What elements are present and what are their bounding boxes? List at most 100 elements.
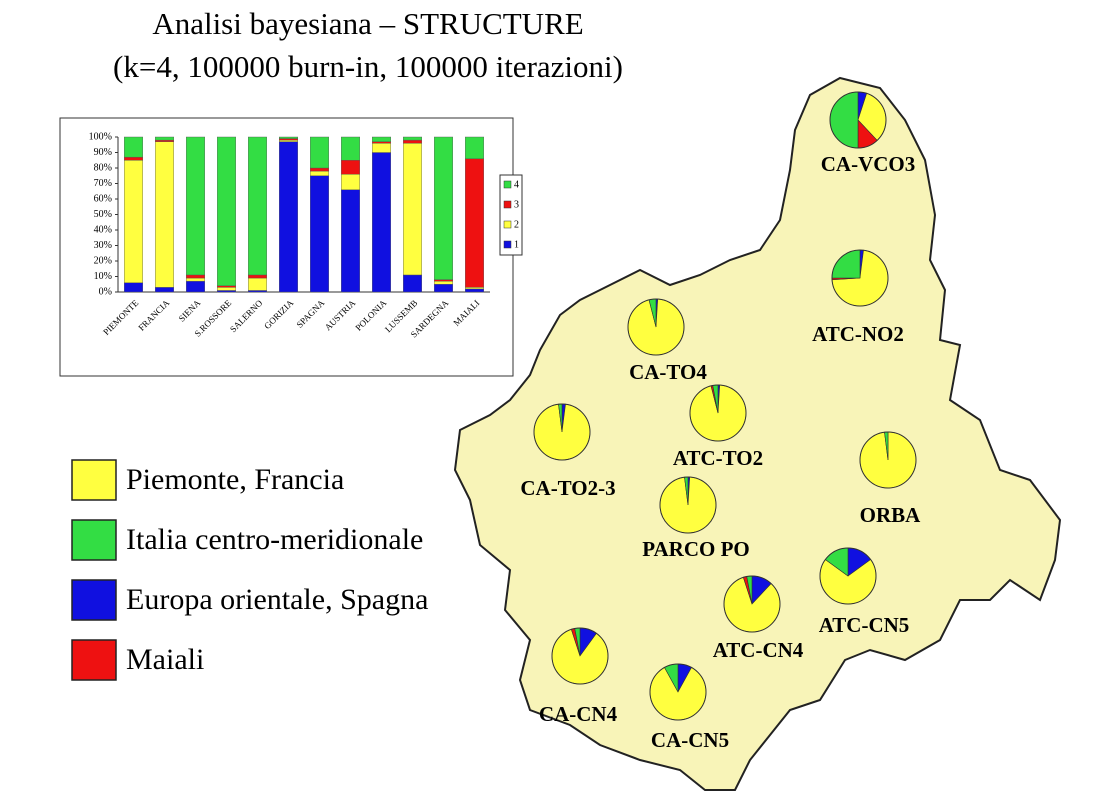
bar-segment bbox=[247, 136, 267, 276]
bar-segment bbox=[123, 156, 143, 161]
pie-outline bbox=[689, 384, 747, 442]
subtitle: (k=4, 100000 burn-in, 100000 iterazioni) bbox=[113, 49, 623, 84]
bar-segment bbox=[279, 141, 299, 293]
y-tick-label: 40% bbox=[94, 224, 112, 235]
bar-segment bbox=[372, 152, 392, 293]
pie-label: CA-VCO3 bbox=[821, 152, 916, 176]
bar-segment bbox=[123, 136, 143, 158]
bar-segment bbox=[372, 141, 392, 144]
bar-segment bbox=[216, 290, 236, 293]
y-tick-label: 100% bbox=[89, 131, 112, 142]
y-tick-label: 20% bbox=[94, 255, 112, 266]
pie-outline bbox=[649, 663, 707, 721]
legend-swatch bbox=[503, 240, 512, 249]
bar-segment bbox=[154, 287, 174, 293]
pie-label: ORBA bbox=[860, 503, 922, 527]
bar-segment bbox=[185, 280, 205, 293]
bar-segment bbox=[341, 189, 361, 293]
bar-legend-frame bbox=[499, 174, 523, 256]
bar-segment bbox=[403, 139, 423, 144]
legend-swatch bbox=[71, 579, 117, 621]
legend-swatch bbox=[503, 200, 512, 209]
bar-segment bbox=[279, 139, 299, 142]
bar-segment bbox=[403, 274, 423, 293]
pie-outline bbox=[819, 547, 877, 605]
legend-label: 2 bbox=[514, 219, 519, 230]
bar-segment bbox=[154, 139, 174, 142]
y-tick-label: 80% bbox=[94, 162, 112, 173]
bar-segment bbox=[372, 142, 392, 153]
legend-label: Italia centro-meridionale bbox=[126, 523, 423, 556]
bar-segment bbox=[310, 170, 330, 176]
title: Analisi bayesiana – STRUCTURE bbox=[152, 6, 583, 41]
bar-segment bbox=[403, 142, 423, 276]
bar-segment bbox=[123, 282, 143, 293]
legend-label: 3 bbox=[514, 199, 519, 210]
legend-label: Maiali bbox=[126, 643, 204, 676]
pie-outline bbox=[551, 627, 609, 685]
pie-label: CA-TO4 bbox=[629, 360, 707, 384]
legend-label: Piemonte, Francia bbox=[126, 463, 344, 496]
legend-swatch bbox=[71, 459, 117, 501]
legend-label: 4 bbox=[514, 179, 519, 190]
pie-label: PARCO PO bbox=[642, 537, 750, 561]
pie-outline bbox=[831, 249, 889, 307]
bar-segment bbox=[247, 277, 267, 291]
bar-segment bbox=[434, 280, 454, 285]
bar-segment bbox=[341, 160, 361, 175]
bar-segment bbox=[247, 290, 267, 293]
legend-swatch bbox=[71, 639, 117, 681]
bar-segment bbox=[341, 173, 361, 190]
bar-segment bbox=[247, 274, 267, 279]
pie-label: ATC-NO2 bbox=[812, 322, 904, 346]
y-tick-label: 50% bbox=[94, 209, 112, 220]
legend-label: Europa orientale, Spagna bbox=[126, 583, 428, 616]
bar-segment bbox=[341, 136, 361, 161]
bar-segment bbox=[279, 138, 299, 141]
y-tick-label: 30% bbox=[94, 240, 112, 251]
bar-segment bbox=[403, 136, 423, 141]
pie-label: ATC-CN5 bbox=[819, 613, 910, 637]
map-outline bbox=[453, 76, 1062, 791]
bar-segment bbox=[310, 167, 330, 172]
y-tick-label: 70% bbox=[94, 178, 112, 189]
legend-swatch bbox=[503, 180, 512, 189]
pie-label: ATC-TO2 bbox=[673, 446, 763, 470]
pie-label: CA-TO2-3 bbox=[520, 476, 615, 500]
bar-segment bbox=[465, 288, 485, 293]
y-tick-label: 0% bbox=[99, 286, 112, 297]
bar-segment bbox=[154, 141, 174, 288]
pie-outline bbox=[829, 91, 887, 149]
pie-label: CA-CN4 bbox=[539, 702, 618, 726]
legend-swatch bbox=[71, 519, 117, 561]
y-tick-label: 60% bbox=[94, 193, 112, 204]
bar-segment bbox=[123, 160, 143, 283]
bar-segment bbox=[310, 136, 330, 169]
pie-label: ATC-CN4 bbox=[713, 638, 804, 662]
pie-outline bbox=[659, 476, 717, 534]
bar-segment bbox=[279, 136, 299, 139]
bar-segment bbox=[465, 158, 485, 288]
pie-label: CA-CN5 bbox=[651, 728, 729, 752]
pie-outline bbox=[859, 431, 917, 489]
legend-swatch bbox=[503, 220, 512, 229]
bar-segment bbox=[465, 287, 485, 290]
y-tick-label: 10% bbox=[94, 271, 112, 282]
legend-label: 1 bbox=[514, 239, 519, 250]
bar-segment bbox=[216, 136, 236, 287]
bar-segment bbox=[465, 136, 485, 159]
bar-segment bbox=[185, 274, 205, 279]
y-tick-label: 90% bbox=[94, 147, 112, 158]
bar-segment bbox=[434, 136, 454, 280]
pie-outline bbox=[533, 403, 591, 461]
bar-segment bbox=[154, 136, 174, 141]
bar-segment bbox=[434, 279, 454, 282]
bar-segment bbox=[434, 284, 454, 293]
bar-segment bbox=[372, 136, 392, 142]
bar-segment bbox=[216, 285, 236, 288]
pie-outline bbox=[627, 298, 685, 356]
pie-outline bbox=[723, 575, 781, 633]
bar-segment bbox=[185, 277, 205, 282]
bar-segment bbox=[216, 287, 236, 291]
